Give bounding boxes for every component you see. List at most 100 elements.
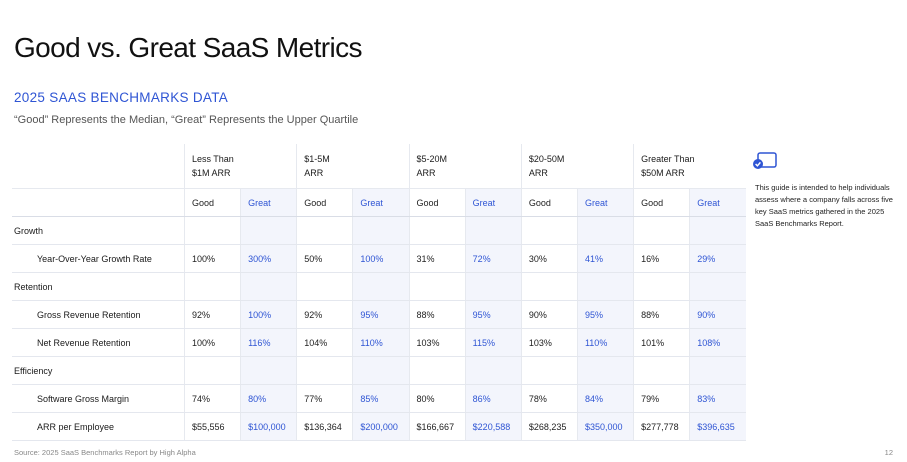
group-header-line2: $1M ARR bbox=[191, 168, 231, 178]
good-value-cell: 79% bbox=[633, 384, 690, 413]
great-subheader: Great bbox=[576, 188, 634, 217]
great-subheader: Great bbox=[464, 188, 522, 217]
great-value-cell: 95% bbox=[576, 300, 634, 329]
group-header-line2: $50M ARR bbox=[641, 168, 685, 178]
good-value-cell: $268,235 bbox=[520, 412, 578, 441]
good-subheader: Good bbox=[183, 188, 241, 217]
group-header: $1-5M ARR bbox=[296, 144, 410, 189]
metric-label: Software Gross Margin bbox=[12, 384, 185, 413]
good-value-cell: 78% bbox=[520, 384, 578, 413]
great-value-cell: 84% bbox=[576, 384, 634, 413]
metric-label: Net Revenue Retention bbox=[12, 328, 185, 357]
good-value-cell: 103% bbox=[520, 328, 578, 357]
category-label: Growth bbox=[12, 216, 185, 245]
header-corner bbox=[12, 144, 185, 189]
page-number: 12 bbox=[884, 448, 893, 457]
good-value-cell: 92% bbox=[183, 300, 241, 329]
good-value-cell: 100% bbox=[183, 328, 241, 357]
category-label: Retention bbox=[12, 272, 185, 301]
side-note: This guide is intended to help individua… bbox=[755, 183, 893, 228]
group-header-line2: ARR bbox=[528, 168, 548, 178]
category-label: Efficiency bbox=[12, 356, 185, 385]
group-header: $5-20M ARR bbox=[408, 144, 522, 189]
good-value-cell: 90% bbox=[520, 300, 578, 329]
category-empty-cell bbox=[408, 272, 466, 301]
category-empty-cell bbox=[240, 216, 297, 245]
great-value-cell: 300% bbox=[240, 244, 297, 273]
great-value-cell: 95% bbox=[352, 300, 410, 329]
benchmarks-table: Less Than $1M ARR $1-5M ARR $5-20M ARR $20-50M… bbox=[12, 144, 746, 441]
table-row: ARR per Employee $55,556 $100,000 $136,364 $… bbox=[12, 412, 746, 441]
good-value-cell: 16% bbox=[633, 244, 690, 273]
good-value-cell: $277,778 bbox=[633, 412, 690, 441]
category-empty-cell bbox=[408, 216, 466, 245]
good-value-cell: 88% bbox=[408, 300, 466, 329]
good-value-cell: 92% bbox=[296, 300, 353, 329]
category-empty-cell bbox=[689, 272, 746, 301]
good-subheader: Good bbox=[408, 188, 466, 217]
good-subheader: Good bbox=[633, 188, 690, 217]
good-value-cell: 50% bbox=[296, 244, 353, 273]
great-value-cell: 41% bbox=[576, 244, 634, 273]
good-value-cell: 77% bbox=[296, 384, 353, 413]
group-header: Greater Than $50M ARR bbox=[633, 144, 746, 189]
table-row: Year-Over-Year Growth Rate 100% 300% 50% 100… bbox=[12, 244, 746, 273]
good-subheader: Good bbox=[296, 188, 353, 217]
category-empty-cell bbox=[240, 272, 297, 301]
category-empty-cell bbox=[633, 356, 690, 385]
metric-label: Gross Revenue Retention bbox=[12, 300, 185, 329]
great-value-cell: 72% bbox=[464, 244, 522, 273]
great-value-cell: 29% bbox=[689, 244, 746, 273]
good-value-cell: 80% bbox=[408, 384, 466, 413]
category-empty-cell bbox=[296, 272, 353, 301]
great-value-cell: 100% bbox=[240, 300, 297, 329]
great-value-cell: 116% bbox=[240, 328, 297, 357]
good-value-cell: $55,556 bbox=[183, 412, 241, 441]
category-empty-cell bbox=[520, 272, 578, 301]
page-title: Good vs. Great SaaS Metrics bbox=[14, 32, 363, 63]
great-value-cell: 86% bbox=[464, 384, 522, 413]
category-empty-cell bbox=[183, 272, 241, 301]
good-value-cell: 103% bbox=[408, 328, 466, 357]
category-empty-cell bbox=[576, 216, 634, 245]
category-empty-cell bbox=[464, 216, 522, 245]
great-value-cell: 85% bbox=[352, 384, 410, 413]
good-value-cell: 100% bbox=[183, 244, 241, 273]
group-header-line1: $5-20M bbox=[416, 154, 448, 164]
category-empty-cell bbox=[520, 356, 578, 385]
section-title: 2025 SAAS BENCHMARKS DATA bbox=[14, 90, 229, 105]
great-value-cell: 83% bbox=[689, 384, 746, 413]
category-empty-cell bbox=[352, 272, 410, 301]
group-header-line1: $20-50M bbox=[528, 154, 565, 164]
good-value-cell: 104% bbox=[296, 328, 353, 357]
category-empty-cell bbox=[352, 216, 410, 245]
great-value-cell: 100% bbox=[352, 244, 410, 273]
group-header-line1: Less Than bbox=[191, 154, 234, 164]
good-subheader: Good bbox=[520, 188, 578, 217]
footer-source: Source: 2025 SaaS Benchmarks Report by H… bbox=[14, 448, 196, 457]
category-empty-cell bbox=[464, 356, 522, 385]
category-empty-cell bbox=[633, 272, 690, 301]
great-value-cell: $350,000 bbox=[576, 412, 634, 441]
great-subheader: Great bbox=[240, 188, 297, 217]
category-empty-cell bbox=[296, 356, 353, 385]
group-header: $20-50M ARR bbox=[520, 144, 634, 189]
great-value-cell: 110% bbox=[352, 328, 410, 357]
category-empty-cell bbox=[576, 356, 634, 385]
category-empty-cell bbox=[352, 356, 410, 385]
group-header-line1: Greater Than bbox=[641, 154, 695, 164]
great-value-cell: 115% bbox=[464, 328, 522, 357]
category-empty-cell bbox=[576, 272, 634, 301]
good-value-cell: 31% bbox=[408, 244, 466, 273]
good-value-cell: 88% bbox=[633, 300, 690, 329]
table-row: Net Revenue Retention 100% 116% 104% 110% 103… bbox=[12, 328, 746, 357]
category-empty-cell bbox=[520, 216, 578, 245]
group-header: Less Than $1M ARR bbox=[183, 144, 297, 189]
category-empty-cell bbox=[689, 216, 746, 245]
table-row: Gross Revenue Retention 92% 100% 92% 95% 88% 9… bbox=[12, 300, 746, 329]
great-subheader: Great bbox=[352, 188, 410, 217]
great-value-cell: 108% bbox=[689, 328, 746, 357]
good-value-cell: 74% bbox=[183, 384, 241, 413]
category-empty-cell bbox=[408, 356, 466, 385]
great-value-cell: $100,000 bbox=[240, 412, 297, 441]
